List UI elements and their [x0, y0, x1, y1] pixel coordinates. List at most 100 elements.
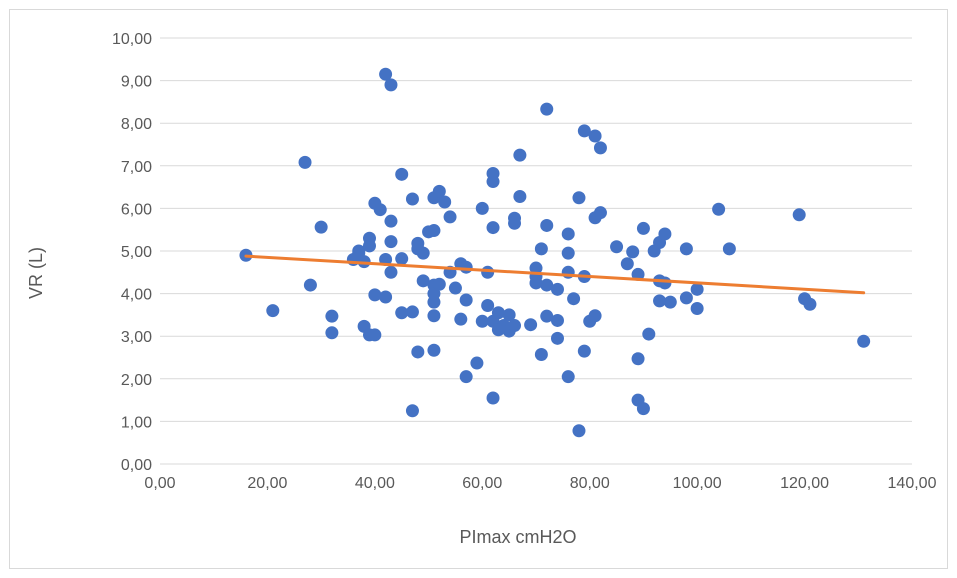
data-point [411, 345, 425, 359]
data-point [266, 304, 280, 318]
data-point [379, 290, 393, 304]
data-point [658, 276, 672, 290]
data-point [561, 227, 575, 241]
data-point [427, 295, 441, 309]
data-point [540, 102, 554, 116]
data-point [577, 124, 591, 138]
data-point [379, 67, 393, 81]
data-point [513, 189, 527, 203]
data-point [679, 242, 693, 256]
trendline [244, 254, 866, 295]
x-tick-label: 100,00 [673, 475, 722, 492]
data-point [572, 424, 586, 438]
data-point [502, 308, 516, 322]
data-point [529, 276, 543, 290]
data-point [712, 202, 726, 216]
data-point [486, 221, 500, 235]
y-tick-label: 7,00 [121, 159, 152, 176]
data-point [303, 278, 317, 292]
data-point [384, 214, 398, 228]
data-point [626, 245, 640, 259]
data-point [416, 246, 430, 260]
gridlines [160, 37, 912, 465]
x-tick-label: 140,00 [888, 475, 937, 492]
data-point [550, 331, 564, 345]
data-point [384, 235, 398, 249]
data-point [298, 155, 312, 169]
data-point [432, 277, 446, 291]
data-points [239, 67, 871, 438]
data-point [486, 391, 500, 405]
data-point [368, 328, 382, 342]
data-point [513, 148, 527, 162]
x-axis-title: PImax cmH2O [459, 527, 576, 547]
x-tick-label: 0,00 [144, 475, 175, 492]
data-point [427, 224, 441, 238]
trendline-group [244, 254, 866, 295]
y-tick-label: 6,00 [121, 201, 152, 218]
data-point [610, 240, 624, 254]
data-point [448, 281, 462, 295]
data-point [475, 314, 489, 328]
data-point [362, 239, 376, 253]
data-point [642, 327, 656, 341]
data-point [857, 334, 871, 348]
x-tick-label: 60,00 [462, 475, 502, 492]
data-point [405, 192, 419, 206]
data-point [395, 306, 409, 320]
data-point [486, 175, 500, 189]
data-point [572, 191, 586, 205]
y-axis-title: VR (L) [26, 247, 46, 299]
data-point [658, 227, 672, 241]
y-tick-label: 0,00 [121, 457, 152, 474]
data-point [454, 312, 468, 326]
y-tick-label: 3,00 [121, 329, 152, 346]
data-point [443, 210, 457, 224]
data-point [577, 344, 591, 358]
x-tick-label: 120,00 [780, 475, 829, 492]
data-point [470, 356, 484, 370]
data-point [636, 221, 650, 235]
data-point [432, 184, 446, 198]
data-point [636, 402, 650, 416]
x-tick-label: 80,00 [570, 475, 610, 492]
data-point [524, 318, 538, 332]
data-point [567, 292, 581, 306]
data-point [508, 319, 522, 333]
data-point [508, 216, 522, 230]
y-tick-label: 9,00 [121, 74, 152, 91]
data-point [561, 370, 575, 384]
data-point [384, 265, 398, 279]
data-point [534, 242, 548, 256]
data-point [481, 299, 495, 313]
y-tick-label: 8,00 [121, 116, 152, 133]
y-tick-labels: 0,00 1,00 2,00 3,00 4,00 5,00 6,00 7,00 8,00 9,00… [112, 31, 152, 474]
x-tick-labels: 0,00 20,00 40,00 60,00 80,00 100,00 120,00 140,… [144, 475, 936, 492]
data-point [540, 218, 554, 232]
y-tick-label: 4,00 [121, 287, 152, 304]
y-tick-label: 1,00 [121, 414, 152, 431]
data-point [459, 370, 473, 384]
data-point [540, 278, 554, 292]
data-point [561, 246, 575, 260]
y-tick-label: 5,00 [121, 244, 152, 261]
data-point [314, 220, 328, 234]
data-point [679, 291, 693, 305]
data-point [690, 302, 704, 316]
data-point [631, 352, 645, 366]
data-point [593, 141, 607, 155]
data-point [792, 208, 806, 222]
data-point [550, 282, 564, 296]
data-point [722, 242, 736, 256]
data-point [427, 309, 441, 323]
data-point [803, 297, 817, 311]
data-point [593, 206, 607, 220]
data-point [325, 309, 339, 323]
data-point [690, 282, 704, 296]
x-tick-label: 20,00 [247, 475, 287, 492]
data-point [540, 309, 554, 323]
y-tick-label: 2,00 [121, 372, 152, 389]
data-point [395, 252, 409, 266]
data-point [653, 294, 667, 308]
